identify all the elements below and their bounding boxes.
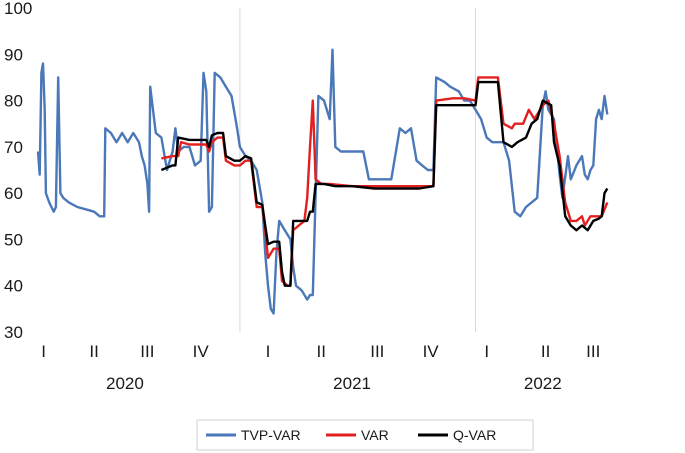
legend-label-q-var: Q-VAR (453, 427, 496, 443)
x-quarter-label: II (317, 342, 326, 361)
x-quarter-label: I (484, 342, 489, 361)
x-quarter-label: III (586, 342, 600, 361)
legend: TVP-VAR VAR Q-VAR (196, 419, 534, 451)
x-quarter-label: III (370, 342, 384, 361)
series-line-q-var (160, 80, 609, 287)
x-year-label: 2020 (106, 374, 144, 393)
y-tick-label: 70 (4, 138, 23, 157)
x-quarter-label: IV (423, 342, 440, 361)
x-quarter-label: I (266, 342, 271, 361)
legend-box (196, 419, 534, 451)
x-quarter-label: III (140, 342, 154, 361)
y-axis: 30 40 50 60 70 80 90 100 (4, 0, 32, 342)
x-quarter-label: II (89, 342, 98, 361)
y-tick-label: 40 (4, 277, 23, 296)
legend-label-tvp-var: TVP-VAR (241, 427, 301, 443)
y-tick-label: 80 (4, 92, 23, 111)
y-tick-label: 50 (4, 230, 23, 249)
series-lines (36, 48, 609, 315)
year-dividers (239, 8, 476, 332)
legend-label-var: VAR (361, 427, 389, 443)
x-quarter-label: II (541, 342, 550, 361)
y-tick-label: 60 (4, 184, 23, 203)
x-quarter-label: IV (193, 342, 210, 361)
y-tick-label: 90 (4, 45, 23, 64)
x-year-label: 2021 (333, 374, 371, 393)
x-year-label: 2022 (524, 374, 562, 393)
series-line-tvp-var (36, 48, 609, 315)
y-tick-label: 100 (4, 0, 32, 18)
x-quarter-label: I (41, 342, 46, 361)
y-tick-label: 30 (4, 323, 23, 342)
